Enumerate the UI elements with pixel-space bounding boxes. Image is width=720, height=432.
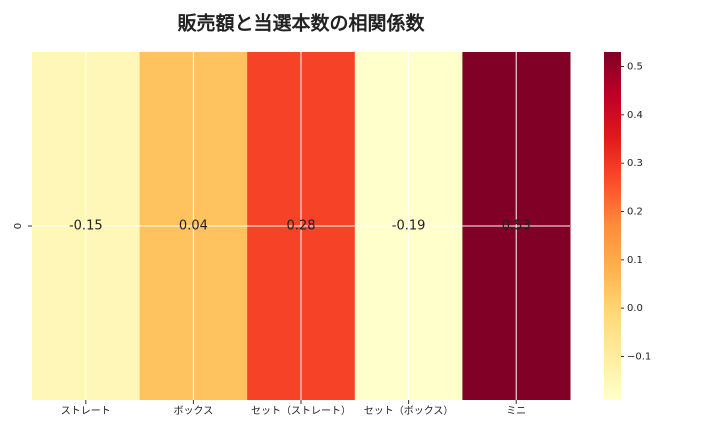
value-label: 0.53 [502, 219, 531, 234]
x-tick-label: ストレート [61, 406, 111, 417]
value-label: 0.04 [179, 219, 208, 234]
x-tick-label: ミニ [506, 406, 526, 417]
colorbar-tick-label: −0.1 [627, 352, 651, 363]
colorbar-tick-label: 0.1 [627, 255, 643, 266]
x-tick-label: ボックス [174, 405, 214, 417]
y-tick-label: 0 [13, 223, 24, 229]
colorbar-tick-label: 0.0 [627, 303, 643, 314]
colorbar-tick-label: 0.3 [627, 158, 643, 169]
colorbar-tick-label: 0.4 [627, 110, 643, 121]
colorbar-tick-label: 0.2 [627, 207, 643, 218]
colorbar-tick-label: 0.5 [627, 62, 643, 73]
value-label: -0.19 [392, 219, 426, 234]
x-tick-label: セット（ストレート） [251, 405, 351, 417]
chart-title: 販売額と当選本数の相関係数 [177, 12, 425, 35]
value-label: 0.28 [287, 219, 316, 234]
x-tick-label: セット（ボックス） [364, 405, 454, 417]
value-label: -0.15 [69, 219, 103, 234]
colorbar [604, 52, 621, 400]
